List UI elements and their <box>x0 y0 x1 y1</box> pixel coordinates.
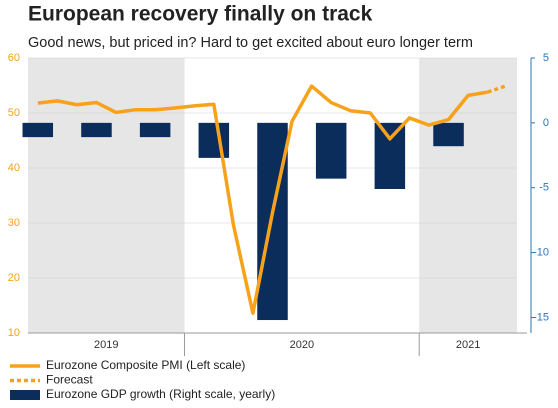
year-band <box>28 58 185 333</box>
y-tick-label: 60 <box>8 52 20 64</box>
legend-label: Eurozone GDP growth (Right scale, yearly… <box>46 387 275 401</box>
chart-subtitle: Good news, but priced in? Hard to get ex… <box>28 35 473 51</box>
y2-tick-label: -15 <box>533 311 549 323</box>
x-group-label: 2020 <box>290 339 314 351</box>
gdp-bar <box>433 122 464 147</box>
y2-tick-label: 5 <box>543 52 549 64</box>
gdp-bar <box>81 122 112 138</box>
gdp-bar <box>315 122 347 179</box>
year-band <box>419 58 517 333</box>
y2-tick-label: -5 <box>539 182 549 194</box>
y-tick-label: 20 <box>8 272 20 284</box>
forecast-line <box>487 83 508 94</box>
y2-tick-label: -10 <box>533 246 549 258</box>
y-tick-label: 10 <box>8 327 20 339</box>
y-tick-label: 40 <box>8 162 20 174</box>
pmi-line <box>37 84 488 315</box>
chart-title: European recovery finally on track <box>28 3 373 26</box>
gdp-bar <box>374 122 406 190</box>
x-group-label: 2021 <box>456 339 480 351</box>
legend-label: Eurozone Composite PMI (Left scale) <box>46 358 245 372</box>
y-tick-label: 50 <box>8 107 20 119</box>
legend-label: Forecast <box>46 373 93 387</box>
legend-swatch <box>10 390 40 400</box>
gdp-bar <box>139 122 171 138</box>
gdp-bar <box>22 122 54 138</box>
gdp-bar <box>198 122 230 158</box>
y2-tick-label: 0 <box>543 117 549 129</box>
y-tick-label: 30 <box>8 217 20 229</box>
x-group-label: 2019 <box>94 339 118 351</box>
